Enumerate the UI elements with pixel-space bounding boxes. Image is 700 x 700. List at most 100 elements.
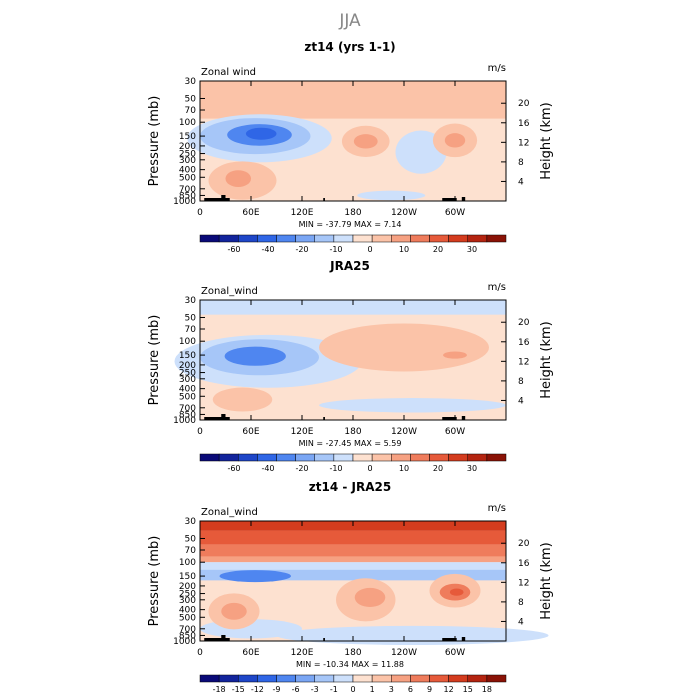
colorbar-swatch: [333, 453, 354, 462]
colorbar-swatch: [486, 234, 507, 243]
pressure-tick-label: 70: [185, 325, 197, 335]
colorbar-label: -1: [330, 685, 338, 694]
topography-mask: [204, 198, 230, 201]
pressure-tick-label: 30: [185, 517, 197, 527]
y-axis-title: Pressure (mb): [147, 315, 162, 406]
pressure-tick-label: 200: [179, 361, 196, 371]
colorbar-swatch: [429, 453, 449, 462]
field-positive-region: [444, 133, 466, 148]
colorbar-label: -3: [311, 685, 319, 694]
colorbar-swatch: [391, 234, 411, 243]
pressure-tick-label: 300: [179, 375, 196, 385]
pressure-tick-label: 100: [179, 118, 196, 128]
stratosphere-band: [200, 544, 506, 557]
field-negative-region: [319, 398, 506, 413]
colorbar-label: 0: [367, 464, 372, 473]
colorbar-label: 9: [427, 685, 432, 694]
field-positive-region: [225, 170, 251, 188]
lon-tick-label: 120E: [291, 427, 314, 437]
topography-mask: [461, 197, 466, 201]
pressure-tick-label: 850: [179, 631, 196, 641]
lon-tick-label: 0: [197, 427, 203, 437]
pressure-tick-label: 30: [185, 77, 197, 87]
colorbar-swatch: [333, 674, 354, 683]
colorbar-swatch: [429, 674, 449, 683]
height-tick-label: 20: [518, 99, 530, 109]
panel-1: zt14 (yrs 1-1)Zonal wind m/s3050701001502…: [147, 40, 554, 254]
pressure-tick-label: 400: [179, 606, 196, 616]
lon-tick-label: 180: [344, 648, 361, 658]
lon-tick-label: 120E: [291, 648, 314, 658]
colorbar-swatch: [486, 453, 507, 462]
variable-label: Zonal_wind: [201, 286, 258, 297]
colorbar-label: 10: [399, 245, 409, 254]
pressure-tick-label: 150: [179, 351, 196, 361]
field-positive-region: [443, 351, 467, 359]
lon-tick-label: 180: [344, 208, 361, 218]
colorbar-label: 20: [433, 464, 443, 473]
colorbar-swatch: [352, 674, 373, 683]
colorbar-swatch: [410, 453, 430, 462]
colorbar-swatch: [218, 674, 239, 683]
topography-mask: [204, 638, 230, 641]
colorbar-swatch: [218, 453, 239, 462]
topography-mask: [204, 417, 230, 420]
pressure-tick-label: 850: [179, 191, 196, 201]
height-tick-label: 20: [518, 539, 530, 549]
pressure-tick-label: 70: [185, 106, 197, 116]
units-label: m/s: [488, 503, 506, 514]
y-axis-title-right: Height (km): [539, 102, 554, 179]
colorbar-swatch: [391, 674, 411, 683]
colorbar-label: -10: [329, 245, 342, 254]
colorbar-swatch: [238, 674, 258, 683]
lon-tick-label: 0: [197, 648, 203, 658]
colorbar-label: -60: [227, 245, 240, 254]
colorbar-swatch: [314, 674, 335, 683]
colorbar-label: -12: [251, 685, 264, 694]
stratosphere-band: [200, 556, 506, 563]
lon-tick-label: 60E: [242, 208, 259, 218]
colorbar-swatch: [276, 674, 296, 683]
colorbar-label: 20: [433, 245, 443, 254]
height-tick-label: 8: [518, 158, 524, 168]
pressure-tick-label: 50: [185, 534, 197, 544]
colorbar-swatch: [467, 674, 488, 683]
units-label: m/s: [488, 63, 506, 74]
field-positive-region: [449, 588, 464, 596]
colorbar-swatch: [448, 234, 468, 243]
colorbar-swatch: [410, 234, 430, 243]
pressure-tick-label: 70: [185, 546, 197, 556]
field-positive-region: [319, 323, 489, 372]
colorbar-swatch: [199, 674, 220, 683]
colorbar-swatch: [410, 674, 430, 683]
colorbar-swatch: [276, 453, 296, 462]
height-tick-label: 12: [518, 138, 529, 148]
colorbar-label: 1: [370, 685, 375, 694]
colorbar-swatch: [429, 234, 449, 243]
lon-tick-label: 60E: [242, 648, 259, 658]
field-positive-region: [353, 134, 378, 149]
panels: zt14 (yrs 1-1)Zonal wind m/s3050701001502…: [147, 40, 554, 694]
min-max-stats: MIN = -27.45 MAX = 5.59: [299, 439, 402, 448]
stratosphere-band: [200, 81, 506, 119]
colorbar-label: 10: [399, 464, 409, 473]
colorbar-swatch: [486, 674, 507, 683]
colorbar-swatch: [295, 234, 315, 243]
lon-tick-label: 120W: [391, 208, 417, 218]
pressure-tick-label: 1000: [173, 637, 196, 647]
height-tick-label: 12: [518, 578, 529, 588]
field-positive-region: [221, 602, 247, 620]
pressure-tick-label: 1000: [173, 197, 196, 207]
topography-mask: [442, 198, 457, 201]
colorbar-swatch: [467, 453, 488, 462]
stratosphere-band: [200, 530, 506, 545]
pressure-tick-label: 500: [179, 392, 196, 402]
colorbar-swatch: [276, 234, 296, 243]
colorbar-label: 12: [444, 685, 454, 694]
pressure-tick-label: 150: [179, 572, 196, 582]
lon-tick-label: 120E: [291, 208, 314, 218]
panel-title: JRA25: [329, 259, 370, 273]
units-label: m/s: [488, 282, 506, 293]
colorbar-label: -10: [329, 464, 342, 473]
